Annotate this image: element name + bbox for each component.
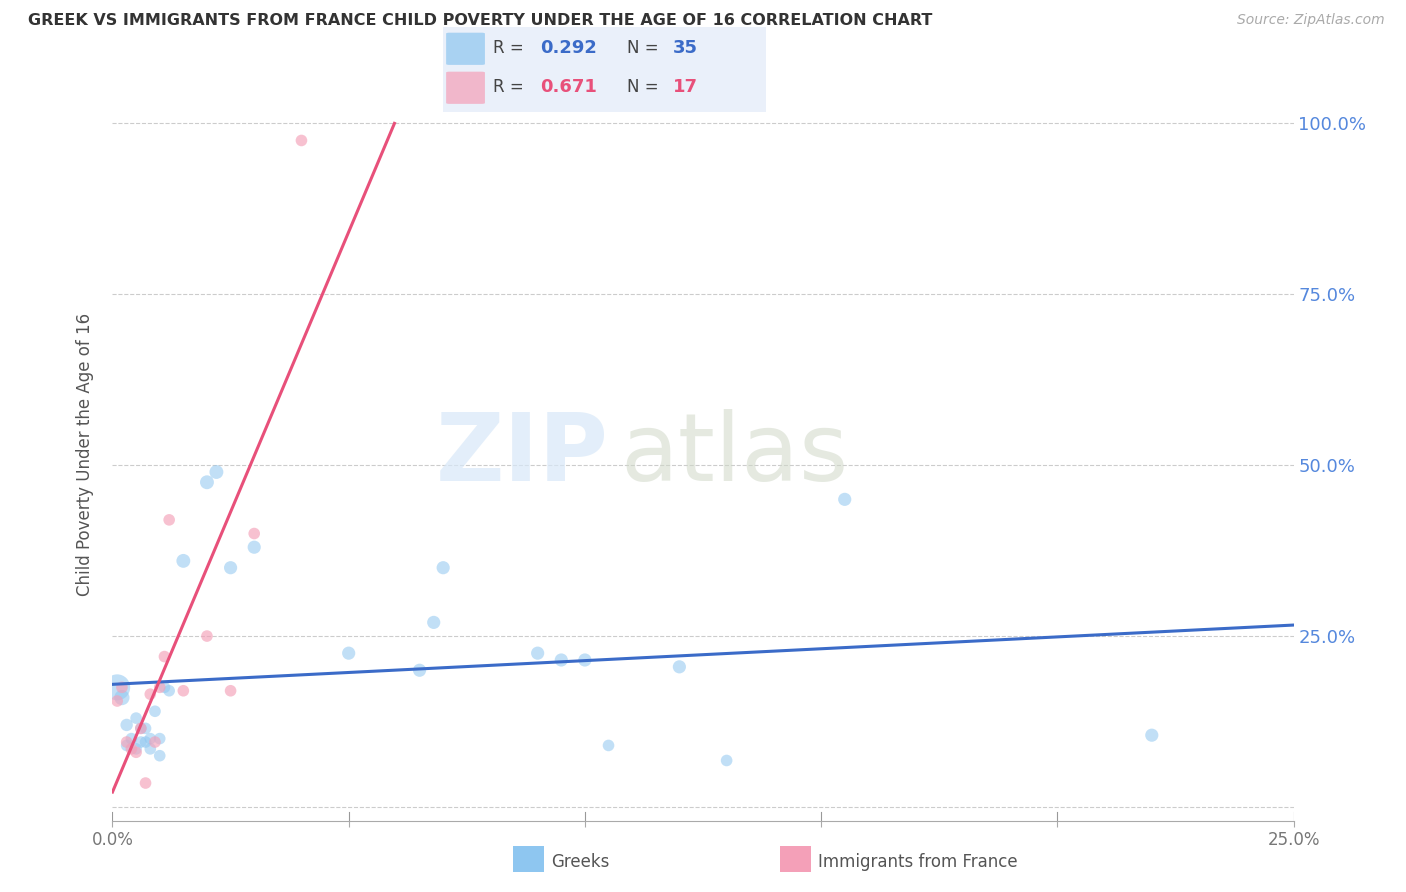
Point xyxy=(153,681,176,695)
Point xyxy=(135,735,157,749)
Text: Source: ZipAtlas.com: Source: ZipAtlas.com xyxy=(1237,13,1385,28)
Point xyxy=(1140,728,1163,742)
Point xyxy=(574,653,596,667)
Point xyxy=(526,646,548,660)
Point xyxy=(219,683,242,698)
Text: 17: 17 xyxy=(672,78,697,96)
Point xyxy=(105,681,128,695)
Point xyxy=(716,754,738,768)
Text: 0.292: 0.292 xyxy=(540,39,596,57)
Point xyxy=(290,133,312,147)
Text: 35: 35 xyxy=(672,39,697,57)
Text: R =: R = xyxy=(494,78,529,96)
Point xyxy=(129,722,152,736)
Text: ZIP: ZIP xyxy=(436,409,609,501)
Point xyxy=(120,742,142,756)
Point xyxy=(139,742,162,756)
Point xyxy=(172,554,194,568)
Point xyxy=(243,526,266,541)
Point xyxy=(115,739,138,753)
Point xyxy=(129,735,152,749)
Point xyxy=(149,731,172,746)
Point xyxy=(422,615,444,630)
Point xyxy=(205,465,228,479)
Point xyxy=(115,718,138,732)
Point xyxy=(243,540,266,554)
Text: GREEK VS IMMIGRANTS FROM FRANCE CHILD POVERTY UNDER THE AGE OF 16 CORRELATION CH: GREEK VS IMMIGRANTS FROM FRANCE CHILD PO… xyxy=(28,13,932,29)
Point xyxy=(149,681,172,695)
Point xyxy=(432,560,454,574)
Point xyxy=(172,683,194,698)
Text: Greeks: Greeks xyxy=(551,853,610,871)
FancyBboxPatch shape xyxy=(446,33,485,65)
Point xyxy=(125,711,148,725)
Point xyxy=(111,690,134,705)
Point xyxy=(143,735,166,749)
Point xyxy=(598,739,620,753)
Point xyxy=(157,683,180,698)
Point xyxy=(111,681,134,695)
Point xyxy=(195,475,218,490)
Point xyxy=(337,646,360,660)
Text: Immigrants from France: Immigrants from France xyxy=(818,853,1018,871)
Point xyxy=(120,731,142,746)
FancyBboxPatch shape xyxy=(446,71,485,103)
Text: atlas: atlas xyxy=(620,409,849,501)
Point xyxy=(135,722,157,736)
Point xyxy=(139,687,162,701)
Point xyxy=(550,653,572,667)
Point xyxy=(668,660,690,674)
Y-axis label: Child Poverty Under the Age of 16: Child Poverty Under the Age of 16 xyxy=(76,313,94,597)
Point xyxy=(157,513,180,527)
Point xyxy=(125,745,148,759)
Text: N =: N = xyxy=(627,39,664,57)
Text: N =: N = xyxy=(627,78,664,96)
Point xyxy=(153,649,176,664)
Point xyxy=(408,663,430,677)
Text: R =: R = xyxy=(494,39,529,57)
Point xyxy=(149,748,172,763)
Point xyxy=(834,492,856,507)
Point xyxy=(129,722,152,736)
Point xyxy=(115,735,138,749)
Point xyxy=(219,560,242,574)
Text: 0.671: 0.671 xyxy=(540,78,596,96)
Point xyxy=(139,731,162,746)
Point xyxy=(105,694,128,708)
Point xyxy=(143,704,166,718)
Point xyxy=(135,776,157,790)
Point xyxy=(125,742,148,756)
Point xyxy=(195,629,218,643)
